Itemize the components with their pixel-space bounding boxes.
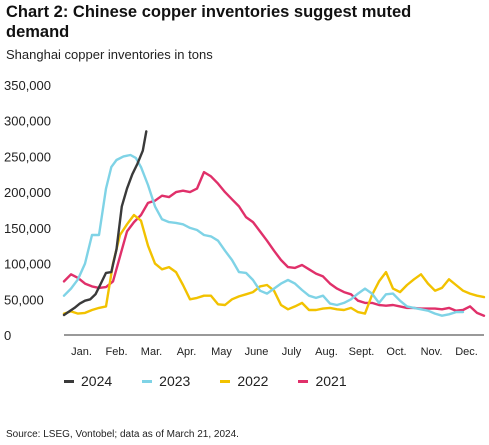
legend-item-2023: 2023 bbox=[142, 373, 190, 389]
legend-swatch bbox=[298, 379, 309, 383]
y-tick-label: 0 bbox=[4, 328, 11, 343]
series-line-2021 bbox=[62, 170, 486, 317]
series-line-2024 bbox=[62, 130, 148, 317]
x-tick-label: Jan. bbox=[71, 346, 92, 358]
chart-title: Chart 2: Chinese copper inventories sugg… bbox=[6, 3, 412, 41]
legend-label: 2022 bbox=[237, 373, 269, 389]
y-tick-label: 100,000 bbox=[4, 257, 51, 272]
legend-swatch bbox=[220, 379, 231, 383]
legend-swatch bbox=[142, 379, 153, 383]
y-tick-label: 250,000 bbox=[4, 149, 51, 164]
legend-label: 2024 bbox=[81, 373, 113, 389]
chart-subtitle: Shanghai copper inventories in tons bbox=[6, 47, 213, 62]
x-tick-label: Feb. bbox=[105, 346, 127, 358]
x-tick-label: May bbox=[211, 346, 232, 358]
y-tick-label: 350,000 bbox=[4, 78, 51, 93]
legend-item-2022: 2022 bbox=[220, 373, 268, 389]
y-tick-label: 300,000 bbox=[4, 114, 51, 129]
x-tick-label: Aug. bbox=[315, 346, 338, 358]
chart-legend: 2024 2023 2022 2021 bbox=[64, 373, 347, 389]
line-chart: 0 50,000 100,000 150,000 200,000 250,000 300,0… bbox=[4, 78, 486, 358]
source-note: Source: LSEG, Vontobel; data as of March… bbox=[6, 429, 239, 440]
x-tick-label: Mar. bbox=[141, 346, 162, 358]
legend-item-2021: 2021 bbox=[298, 373, 347, 389]
x-tick-label: Dec. bbox=[455, 346, 478, 358]
y-tick-label: 200,000 bbox=[4, 185, 51, 200]
series-line-2023 bbox=[62, 153, 465, 317]
legend-label: 2023 bbox=[159, 373, 191, 389]
x-tick-label: Sept. bbox=[349, 346, 375, 358]
legend-item-2024: 2024 bbox=[64, 373, 112, 389]
legend-swatch bbox=[64, 379, 74, 383]
series-line-2022 bbox=[62, 213, 486, 315]
x-tick-label: June bbox=[245, 346, 269, 358]
x-tick-label: Apr. bbox=[177, 346, 197, 358]
x-tick-label: July bbox=[282, 346, 302, 358]
y-tick-label: 50,000 bbox=[4, 292, 44, 307]
legend-label: 2021 bbox=[315, 373, 347, 389]
x-tick-label: Oct. bbox=[386, 346, 406, 358]
x-tick-label: Nov. bbox=[421, 346, 443, 358]
y-tick-label: 150,000 bbox=[4, 221, 51, 236]
